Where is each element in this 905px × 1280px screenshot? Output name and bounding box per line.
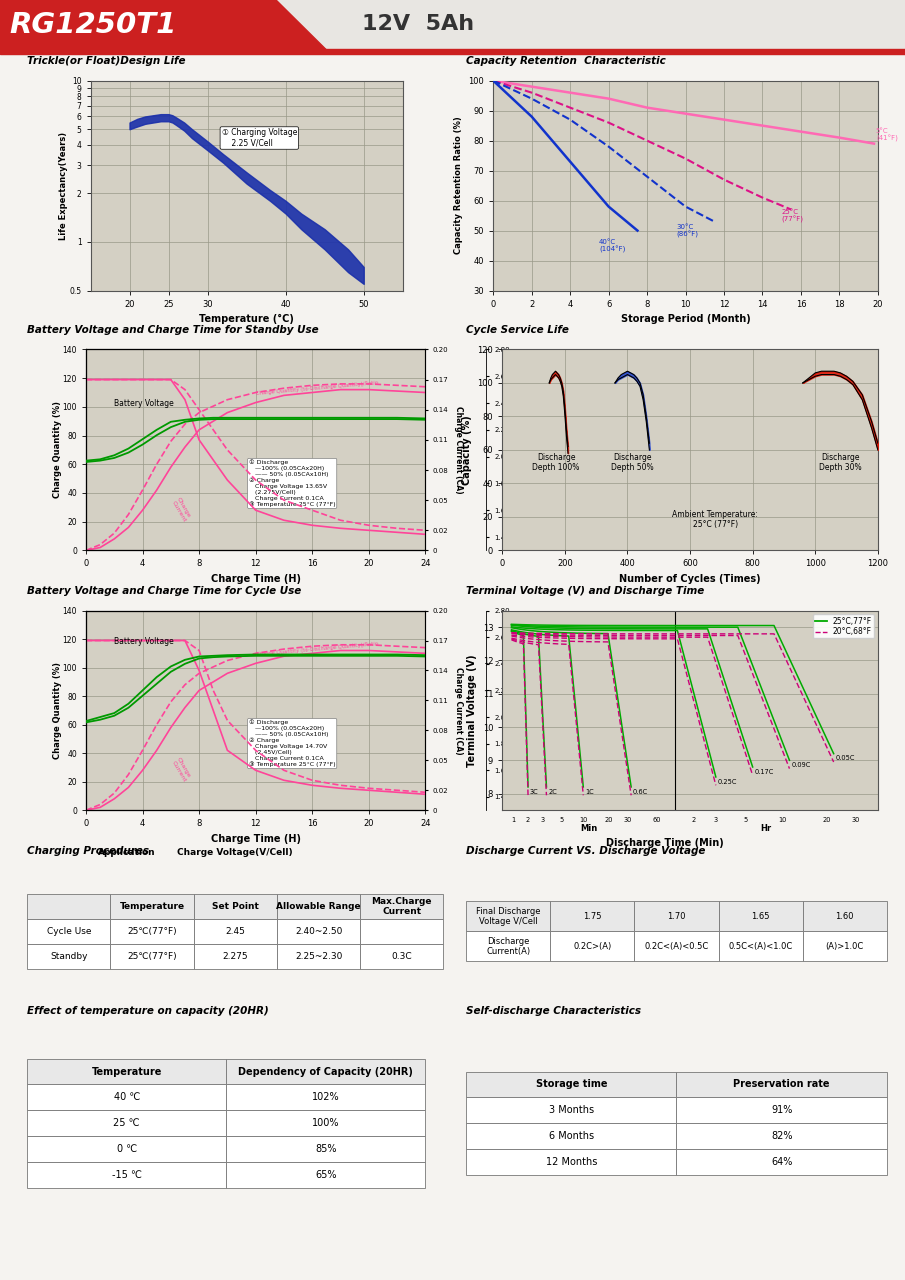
Text: 0.17C: 0.17C: [755, 768, 774, 774]
Y-axis label: Battery Voltage (V)/Per Cell: Battery Voltage (V)/Per Cell: [531, 402, 538, 498]
Text: 20: 20: [822, 817, 831, 823]
Text: RG1250T1: RG1250T1: [9, 10, 176, 38]
Y-axis label: Life Expectancy(Years): Life Expectancy(Years): [59, 132, 68, 239]
Text: Charge Voltage(V/Cell): Charge Voltage(V/Cell): [177, 847, 293, 856]
Text: 2: 2: [526, 817, 530, 823]
Text: Charging Procedures: Charging Procedures: [27, 846, 149, 856]
Text: Min: Min: [580, 823, 597, 832]
Text: 0.25C: 0.25C: [718, 778, 738, 785]
Y-axis label: Charge Quantity (%): Charge Quantity (%): [53, 402, 62, 498]
Text: 3C: 3C: [530, 788, 538, 795]
Text: 5: 5: [559, 817, 563, 823]
Text: Charge
Current: Charge Current: [171, 497, 192, 522]
Text: 20: 20: [605, 817, 614, 823]
Text: 30: 30: [624, 817, 632, 823]
Legend: 25°C,77°F, 20°C,68°F: 25°C,77°F, 20°C,68°F: [813, 614, 874, 639]
Text: Charge Quantity (to-Discharge Quantity)/Ratio: Charge Quantity (to-Discharge Quantity)/…: [255, 380, 378, 397]
Text: Capacity Retention  Characteristic: Capacity Retention Characteristic: [466, 56, 666, 67]
Y-axis label: Battery Voltage (V)/Per Cell: Battery Voltage (V)/Per Cell: [531, 663, 538, 758]
Text: 40°C
(104°F): 40°C (104°F): [599, 238, 625, 253]
Text: 1: 1: [511, 817, 515, 823]
Y-axis label: Capacity Retention Ratio (%): Capacity Retention Ratio (%): [454, 116, 462, 255]
Y-axis label: Charge Current (CA): Charge Current (CA): [453, 406, 462, 494]
Y-axis label: Charge Quantity (%): Charge Quantity (%): [53, 662, 62, 759]
Text: Terminal Voltage (V) and Discharge Time: Terminal Voltage (V) and Discharge Time: [466, 586, 704, 596]
Text: 60: 60: [653, 817, 662, 823]
Text: ① Discharge
   —100% (0.05CAx20H)
   —— 50% (0.05CAx10H)
② Charge
   Charge Volt: ① Discharge —100% (0.05CAx20H) —— 50% (0…: [249, 719, 336, 767]
X-axis label: Charge Time (H): Charge Time (H): [211, 573, 300, 584]
Text: 3: 3: [540, 817, 545, 823]
Text: 2: 2: [691, 817, 696, 823]
Text: Discharge
Depth 30%: Discharge Depth 30%: [819, 453, 862, 472]
Text: Charge Quantity (to-Discharge Quantity)/Ratio: Charge Quantity (to-Discharge Quantity)/…: [255, 641, 378, 657]
Text: Battery Voltage and Charge Time for Standby Use: Battery Voltage and Charge Time for Stan…: [27, 325, 319, 335]
Text: ① Discharge
   —100% (0.05CAx20H)
   —— 50% (0.05CAx10H)
② Charge
   Charge Volt: ① Discharge —100% (0.05CAx20H) —— 50% (0…: [249, 460, 336, 507]
X-axis label: Storage Period (Month): Storage Period (Month): [621, 314, 750, 324]
Text: 5: 5: [743, 817, 748, 823]
Y-axis label: Charge Current (CA): Charge Current (CA): [453, 667, 462, 754]
Text: 2C: 2C: [548, 788, 557, 795]
Y-axis label: Capacity (%): Capacity (%): [462, 415, 472, 485]
Text: Application: Application: [99, 847, 156, 856]
Text: ① Charging Voltage
    2.25 V/Cell: ① Charging Voltage 2.25 V/Cell: [222, 128, 297, 147]
Text: 10: 10: [778, 817, 786, 823]
Text: 25°C
(77°F): 25°C (77°F): [782, 209, 804, 223]
Text: 0.6C: 0.6C: [633, 788, 648, 795]
Text: Battery Voltage and Charge Time for Cycle Use: Battery Voltage and Charge Time for Cycl…: [27, 586, 301, 596]
Text: Discharge
Depth 100%: Discharge Depth 100%: [532, 453, 580, 472]
Text: Effect of temperature on capacity (20HR): Effect of temperature on capacity (20HR): [27, 1006, 269, 1016]
Text: Charge
Current: Charge Current: [171, 756, 192, 782]
Text: Discharge Time (Min): Discharge Time (Min): [606, 838, 724, 849]
Y-axis label: Terminal Voltage (V): Terminal Voltage (V): [467, 654, 477, 767]
Text: 1C: 1C: [586, 788, 594, 795]
Text: 30°C
(86°F): 30°C (86°F): [676, 224, 698, 238]
Text: Battery Voltage: Battery Voltage: [114, 398, 174, 408]
Text: Discharge
Depth 50%: Discharge Depth 50%: [611, 453, 653, 472]
Text: 12V  5Ah: 12V 5Ah: [362, 14, 474, 33]
Text: Trickle(or Float)Design Life: Trickle(or Float)Design Life: [27, 56, 186, 67]
X-axis label: Number of Cycles (Times): Number of Cycles (Times): [619, 573, 761, 584]
Text: Discharge Current VS. Discharge Voltage: Discharge Current VS. Discharge Voltage: [466, 846, 706, 856]
Text: 30: 30: [852, 817, 860, 823]
Text: Battery Voltage: Battery Voltage: [114, 637, 174, 646]
Polygon shape: [0, 0, 330, 54]
Text: Cycle Service Life: Cycle Service Life: [466, 325, 569, 335]
Text: 3: 3: [714, 817, 718, 823]
Text: Self-discharge Characteristics: Self-discharge Characteristics: [466, 1006, 641, 1016]
Text: 0.05C: 0.05C: [835, 755, 855, 762]
Text: 0.09C: 0.09C: [791, 762, 811, 768]
Polygon shape: [0, 0, 905, 54]
X-axis label: Temperature (°C): Temperature (°C): [199, 314, 294, 324]
Text: 5°C
(41°F): 5°C (41°F): [876, 128, 898, 142]
X-axis label: Charge Time (H): Charge Time (H): [211, 833, 300, 844]
Text: 10: 10: [579, 817, 587, 823]
Text: Ambient Temperature:
25°C (77°F): Ambient Temperature: 25°C (77°F): [672, 509, 758, 529]
Text: Hr: Hr: [760, 823, 771, 832]
Polygon shape: [0, 50, 905, 54]
